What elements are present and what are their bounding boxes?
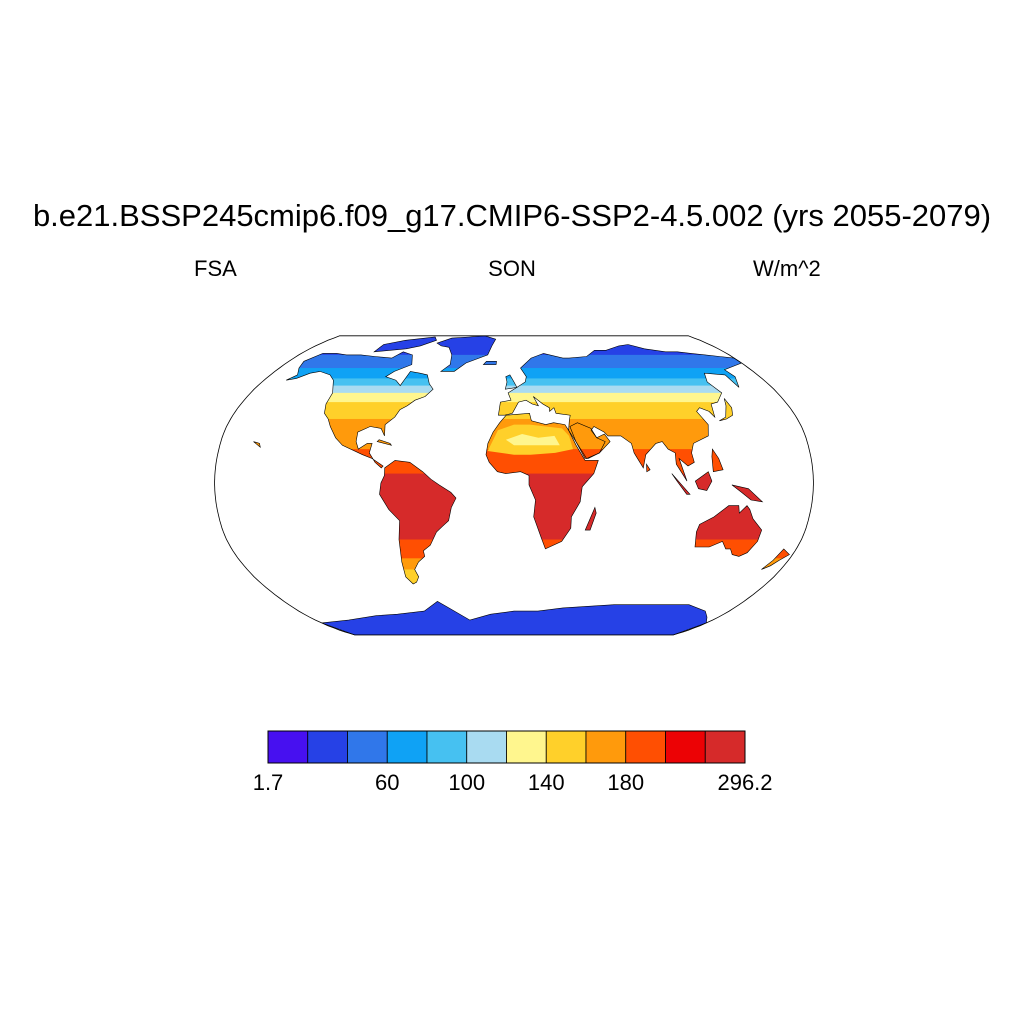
sumatra-coastline xyxy=(671,473,691,495)
colorbar-label-0: 1.7 xyxy=(252,770,284,795)
greenland-coastline xyxy=(436,335,497,372)
map-border xyxy=(214,335,814,636)
colorbar-label-1: 60 xyxy=(375,770,400,795)
philippines-coastline xyxy=(711,448,724,473)
antarctica-coastline xyxy=(321,601,708,636)
colorbar-box-4 xyxy=(426,730,468,764)
sahara-core-region xyxy=(505,434,560,446)
south-america-coastline xyxy=(379,460,457,585)
australia-coastline xyxy=(694,505,763,557)
colorbar-label-4: 180 xyxy=(607,770,645,795)
british-isles-coastline xyxy=(504,374,518,390)
cuba-coastline xyxy=(376,439,393,446)
units-label: W/m^2 xyxy=(753,256,821,281)
japan-coastline xyxy=(719,398,733,422)
season-label: SON xyxy=(488,256,536,281)
colorbar-box-0 xyxy=(267,730,309,764)
colorbar-box-5 xyxy=(466,730,507,764)
colorbar-box-9 xyxy=(625,730,666,764)
eurasia-coastline xyxy=(498,344,743,482)
sri-lanka-coastline xyxy=(646,463,651,473)
new-guinea-coastline xyxy=(731,484,764,503)
madagascar-coastline xyxy=(584,506,597,531)
variable-label: FSA xyxy=(194,256,237,281)
field-band-5 xyxy=(253,392,790,403)
colorbar-box-8 xyxy=(585,730,627,764)
colorbar-label-5: 296.2 xyxy=(717,770,773,795)
plot-title: b.e21.BSSP245cmip6.f09_g17.CMIP6-SSP2-4.… xyxy=(32,198,992,233)
colorbar-box-2 xyxy=(347,730,388,764)
borneo-coastline xyxy=(694,471,713,491)
arabian-desert-coastline xyxy=(569,422,606,459)
colorbar-box-10 xyxy=(665,730,706,764)
africa-coastline xyxy=(485,412,599,550)
new-zealand-coastline xyxy=(761,548,790,570)
colorbar-box-7 xyxy=(545,730,587,764)
colorbar-box-11 xyxy=(704,730,746,764)
colorbar-box-1 xyxy=(307,730,348,764)
field-band-4 xyxy=(253,385,790,394)
north-america-coastline xyxy=(286,351,434,469)
hawaii-coastline xyxy=(253,441,261,448)
iceland-coastline xyxy=(482,361,497,365)
arctic-islands-coastline xyxy=(373,336,437,353)
colorbar-label-2: 100 xyxy=(448,770,486,795)
colorbar-box-3 xyxy=(386,730,428,764)
colorbar-label-3: 140 xyxy=(527,770,565,795)
colorbar-box-6 xyxy=(506,730,547,764)
